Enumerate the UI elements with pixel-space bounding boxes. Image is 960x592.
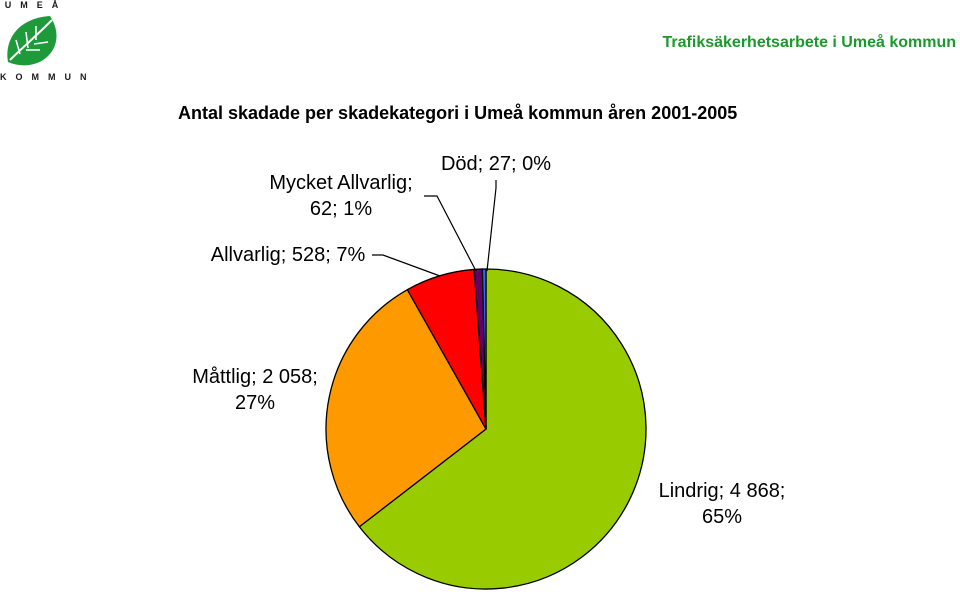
data-label: 27% [235, 392, 275, 414]
umea-kommun-logo: UMEÅ KOMMUN [0, 0, 96, 86]
data-label: 62; 1% [310, 198, 372, 220]
leaf-icon [7, 16, 57, 66]
pie-slice-m-ttlig [325, 288, 487, 528]
logo-bottom-text: KOMMUN [0, 72, 96, 82]
data-label: Måttlig; 2 058; [192, 366, 318, 388]
data-label: 65% [702, 506, 742, 528]
pie-slice-d-d [481, 268, 487, 430]
data-label: Mycket Allvarlig; [269, 172, 412, 194]
leader-line [424, 195, 477, 272]
chart-title: Antal skadade per skadekategori i Umeå k… [178, 103, 738, 123]
logo-top-text: UMEÅ [4, 0, 68, 10]
leader-line [486, 180, 497, 272]
data-label: Död; 27; 0% [441, 153, 551, 175]
leader-line [372, 254, 441, 277]
data-label: Allvarlig; 528; 7% [211, 244, 366, 266]
header-title: Trafiksäkerhetsarbete i Umeå kommun [662, 34, 956, 51]
data-label: Lindrig; 4 868; [659, 480, 786, 502]
pie-slice-lindrig [358, 268, 647, 590]
